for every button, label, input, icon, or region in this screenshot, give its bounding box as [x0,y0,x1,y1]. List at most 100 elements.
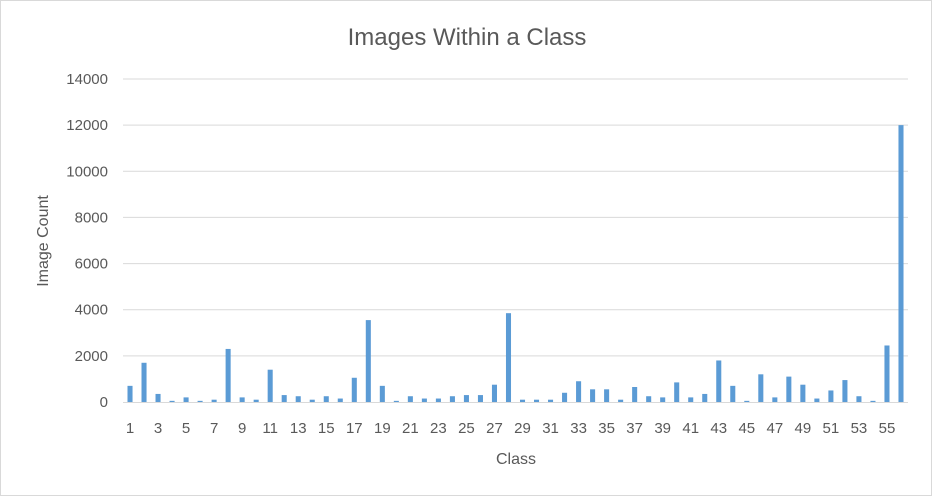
x-tick-label: 53 [851,420,868,437]
x-tick-label: 31 [542,420,559,437]
x-tick-label: 33 [570,420,587,437]
x-tick-label: 41 [682,420,699,437]
x-tick-label: 11 [262,420,278,437]
bar-class-52 [842,380,848,402]
bar-class-7 [211,399,217,402]
bar-class-53 [856,396,862,402]
bar-class-19 [379,385,385,402]
bar-class-16 [337,398,343,402]
x-tick-label: 45 [738,420,755,437]
x-tick-label: 51 [823,420,840,437]
bar-class-54 [870,400,876,402]
y-tick-label: 6000 [75,256,108,273]
x-tick-label: 7 [210,420,218,437]
x-tick-label: 23 [430,420,447,437]
bar-class-2 [141,362,147,402]
bar-class-10 [253,399,259,402]
x-tick-label: 25 [458,420,475,437]
x-tick-label: 55 [879,420,896,437]
bar-class-24 [449,396,455,402]
y-tick-label: 4000 [75,302,108,319]
bar-class-11 [267,369,273,402]
bars [127,125,904,402]
x-tick-label: 17 [346,420,363,437]
y-tick-label: 14000 [66,71,108,88]
bar-class-17 [351,377,357,402]
bar-class-31 [548,399,554,402]
bar-class-30 [534,399,540,402]
bar-class-27 [491,384,497,402]
x-tick-label: 19 [374,420,391,437]
bar-class-43 [716,360,722,402]
bar-class-4 [169,400,175,402]
x-tick-label: 9 [238,420,246,437]
bar-class-42 [702,393,708,402]
bar-class-32 [562,392,568,402]
bar-class-39 [660,397,666,402]
bar-class-29 [519,399,526,402]
bar-class-28 [505,313,512,402]
grid-lines [123,78,908,357]
bar-class-55 [884,345,890,402]
bar-class-5 [183,397,189,402]
x-tick-label: 39 [654,420,671,437]
x-tick-label: 21 [402,420,419,437]
y-tick-label: 0 [100,394,108,411]
y-axis-ticks: 0 2000 4000 6000 8000 10000 12000 14000 [66,71,108,411]
bar-class-8 [225,348,231,402]
x-axis-label: Class [496,451,536,468]
x-tick-label: 27 [486,420,503,437]
bar-class-33 [576,381,582,402]
bar-class-35 [604,389,610,402]
bar-class-56 [898,125,904,402]
bar-class-46 [758,374,764,402]
bar-class-26 [477,395,483,402]
bar-class-49 [800,384,806,402]
x-tick-label: 29 [514,420,531,437]
bar-class-22 [421,398,427,402]
bar-class-1 [127,385,133,402]
y-tick-label: 12000 [66,117,108,134]
y-axis-label: Image Count [35,195,52,287]
x-tick-label: 13 [290,420,307,437]
bar-class-45 [744,400,750,402]
bar-class-40 [674,382,680,402]
bar-class-12 [281,395,287,402]
bar-class-23 [435,398,441,402]
bar-class-47 [772,397,778,402]
bar-class-6 [197,400,203,402]
bar-class-25 [463,395,469,402]
bar-class-38 [646,396,652,402]
bar-class-34 [590,389,596,402]
x-tick-label: 35 [598,420,615,437]
x-tick-label: 37 [626,420,643,437]
x-tick-label: 1 [126,420,134,437]
y-tick-label: 8000 [75,209,108,226]
x-tick-label: 43 [710,420,727,437]
bar-class-51 [828,390,834,402]
bar-class-18 [365,320,371,402]
x-tick-label: 47 [766,420,783,437]
bar-class-21 [407,396,413,402]
bar-class-37 [632,387,638,402]
y-tick-label: 2000 [75,348,108,365]
x-tick-label: 49 [795,420,812,437]
chart-title: Images Within a Class [348,24,587,51]
x-tick-label: 3 [154,420,162,437]
y-tick-label: 10000 [66,163,108,180]
x-tick-label: 5 [182,420,190,437]
x-axis-ticks: 1 3 5 7 9 11 13 15 17 19 21 23 25 27 29 31 33 35 37 39 41 43 4… [126,420,895,437]
bar-class-3 [155,393,161,402]
bar-class-15 [323,396,329,402]
bar-class-36 [618,399,624,402]
bar-class-44 [730,385,736,402]
bar-class-14 [309,399,315,402]
bar-class-50 [814,398,820,402]
bar-class-48 [786,376,792,402]
bar-class-41 [688,397,694,402]
x-tick-label: 15 [318,420,335,437]
bar-class-13 [295,396,301,402]
bar-class-20 [393,400,399,402]
